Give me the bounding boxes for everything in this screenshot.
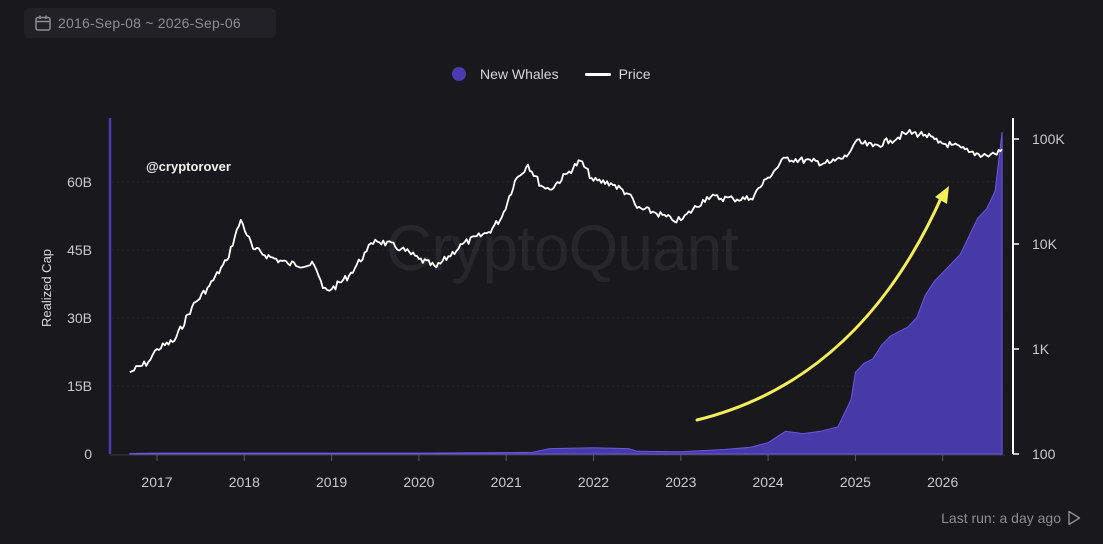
y-right-axis-ticks: 100 1K 10K 100K (1013, 131, 1065, 462)
y-left-tick-label: 0 (84, 446, 92, 462)
author-annotation: @cryptorover (146, 159, 231, 174)
new-whales-area (129, 132, 1003, 455)
calendar-icon (34, 14, 52, 32)
new-whales-area-layer (129, 132, 1003, 455)
play-icon (1067, 510, 1081, 526)
date-range-text: 2016-Sep-08 ~ 2026-Sep-06 (58, 15, 241, 31)
x-tick-label: 2025 (840, 474, 871, 490)
legend-label: New Whales (480, 66, 559, 82)
x-tick-label: 2023 (665, 474, 696, 490)
x-tick-label: 2018 (229, 474, 260, 490)
date-range-picker[interactable]: 2016-Sep-08 ~ 2026-Sep-06 (24, 8, 276, 38)
arrow-head-icon (935, 186, 949, 204)
y-right-tick-label: 1K (1032, 341, 1050, 357)
y-axis-label: Realized Cap (39, 249, 54, 327)
price-line (129, 128, 1003, 374)
x-tick-label: 2017 (141, 474, 172, 490)
y-left-tick-label: 60B (67, 174, 92, 190)
last-run-status[interactable]: Last run: a day ago (941, 510, 1081, 526)
x-tick-label: 2022 (578, 474, 609, 490)
y-right-tick-label: 100K (1032, 131, 1065, 147)
y-right-tick-label: 100 (1032, 446, 1056, 462)
y-left-tick-label: 45B (67, 242, 92, 258)
y-right-tick-label: 10K (1032, 236, 1058, 252)
x-tick-label: 2021 (491, 474, 522, 490)
x-tick-label: 2019 (316, 474, 347, 490)
y-left-axis-ticks: 0 15B 30B 45B 60B (67, 174, 92, 462)
watermark: CryptoQuant (386, 212, 739, 284)
legend-item-new-whales[interactable]: New Whales (452, 66, 559, 82)
x-tick-label: 2024 (753, 474, 784, 490)
legend-item-price[interactable]: Price (584, 66, 651, 82)
legend-dot-icon (452, 67, 466, 81)
y-left-tick-label: 15B (67, 378, 92, 394)
chart-legend: New Whales Price (452, 66, 677, 82)
y-left-tick-label: 30B (67, 310, 92, 326)
legend-label: Price (618, 66, 651, 82)
x-tick-label: 2026 (927, 474, 958, 490)
last-run-text: Last run: a day ago (941, 510, 1061, 526)
x-axis-ticks: 2017 2018 2019 2020 2021 2022 2023 2024 2025 2026 (141, 455, 958, 490)
trend-arrow (695, 186, 949, 422)
x-tick-label: 2020 (403, 474, 434, 490)
price-line-layer (129, 128, 1003, 374)
legend-line-icon (584, 72, 611, 76)
